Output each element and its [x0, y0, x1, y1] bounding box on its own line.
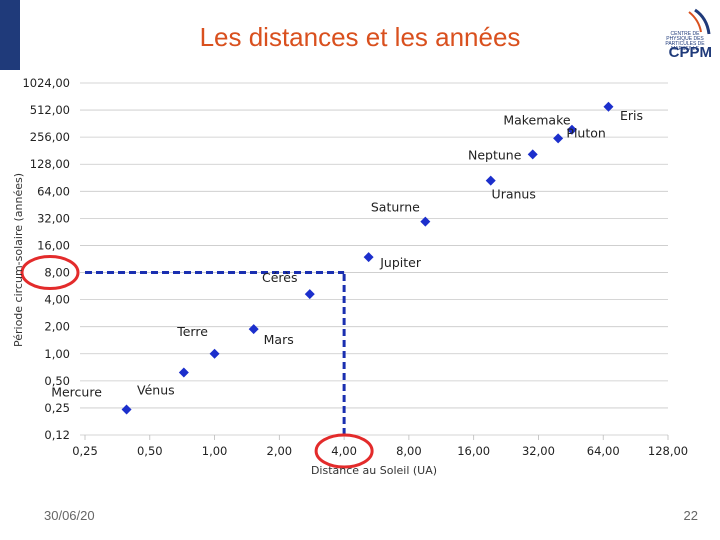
point-label-pluton: Pluton [566, 125, 605, 140]
data-point-mercure [121, 404, 132, 415]
data-point-makemake [566, 124, 577, 135]
x-tick-labels: 0,25 0,50 1,00 2,00 4,00 8,00 16,00 32,00 64,00 1… [72, 444, 688, 458]
data-point-saturne [420, 216, 431, 227]
data-point-terre [209, 348, 220, 359]
y-tick-label: 4,00 [44, 293, 70, 307]
left-accent-bar [0, 0, 20, 70]
data-points [121, 101, 614, 415]
y-tick-label: 512,00 [30, 103, 70, 117]
point-label-mars: Mars [264, 332, 294, 347]
data-point-uranus [485, 175, 496, 186]
data-point-neptune [527, 149, 538, 160]
point-label-terre: Terre [176, 324, 208, 339]
guide-layer [85, 271, 346, 435]
y-tick-label: 0,50 [44, 374, 70, 388]
y-tick-label: 64,00 [37, 184, 70, 198]
y-tick-label: 8,00 [44, 266, 70, 280]
x-tick-label: 32,00 [522, 444, 555, 458]
logo-subtitle: CENTRE DE PHYSIQUE DES PARTICULES DE MAR… [665, 31, 705, 52]
point-label-jupiter: Jupiter [379, 255, 422, 270]
x-tick-label: 1,00 [202, 444, 228, 458]
data-point-vénus [178, 367, 189, 378]
point-label-vénus: Vénus [137, 382, 175, 397]
y-tick-label: 128,00 [30, 157, 70, 171]
point-labels: Mercure Vénus Terre Mars Cérès Jupiter Saturne… [51, 108, 643, 400]
data-point-jupiter [363, 252, 374, 263]
logo-text: CPPM [668, 44, 712, 61]
y-tick-label: 16,00 [37, 238, 70, 252]
point-label-cérès: Cérès [262, 270, 298, 285]
data-point-mars [248, 324, 259, 335]
x-tick-label: 0,25 [72, 444, 98, 458]
point-label-saturne: Saturne [371, 200, 420, 215]
y-tick-label: 1,00 [44, 347, 70, 361]
x-tick-label: 8,00 [396, 444, 422, 458]
highlight-layer [20, 255, 374, 469]
point-label-neptune: Neptune [468, 147, 522, 162]
x-tick-label: 128,00 [648, 444, 688, 458]
data-point-cérès [304, 289, 315, 300]
y-tick-labels: 1024,00 512,00 256,00 128,00 64,00 32,00 16,00… [22, 76, 70, 442]
y-tick-label: 0,12 [44, 428, 70, 442]
point-label-eris: Eris [620, 108, 643, 123]
point-label-makemake: Makemake [503, 113, 571, 128]
y-tick-label: 0,25 [44, 401, 70, 415]
y-tick-label: 1024,00 [22, 76, 70, 90]
highlight-ellipse-x [314, 433, 374, 469]
slide-title: Les distances et les années [199, 22, 521, 52]
scatter-chart: 1024,00 512,00 256,00 128,00 64,00 32,00 16,00… [12, 76, 688, 477]
x-tick-label: 0,50 [137, 444, 163, 458]
footer-date: 30/06/20 [44, 508, 95, 523]
y-tick-label: 256,00 [30, 130, 70, 144]
cppm-logo-icon [667, 8, 712, 40]
x-axis-label: Distance au Soleil (UA) [311, 464, 437, 477]
data-point-pluton [553, 133, 564, 144]
page-number: 22 [683, 508, 698, 523]
point-label-uranus: Uranus [492, 187, 536, 202]
y-tick-label: 2,00 [44, 320, 70, 334]
y-tick-label: 32,00 [37, 211, 70, 225]
y-axis-label: Période circum-solaire (années) [12, 173, 25, 347]
point-label-mercure: Mercure [51, 385, 102, 400]
grid-layer [80, 82, 669, 440]
x-tick-label: 64,00 [587, 444, 620, 458]
highlight-ellipse-y [20, 255, 80, 291]
x-tick-label: 2,00 [267, 444, 293, 458]
x-tick-label: 4,00 [331, 444, 357, 458]
x-tick-label: 16,00 [457, 444, 490, 458]
data-point-eris [603, 101, 614, 112]
